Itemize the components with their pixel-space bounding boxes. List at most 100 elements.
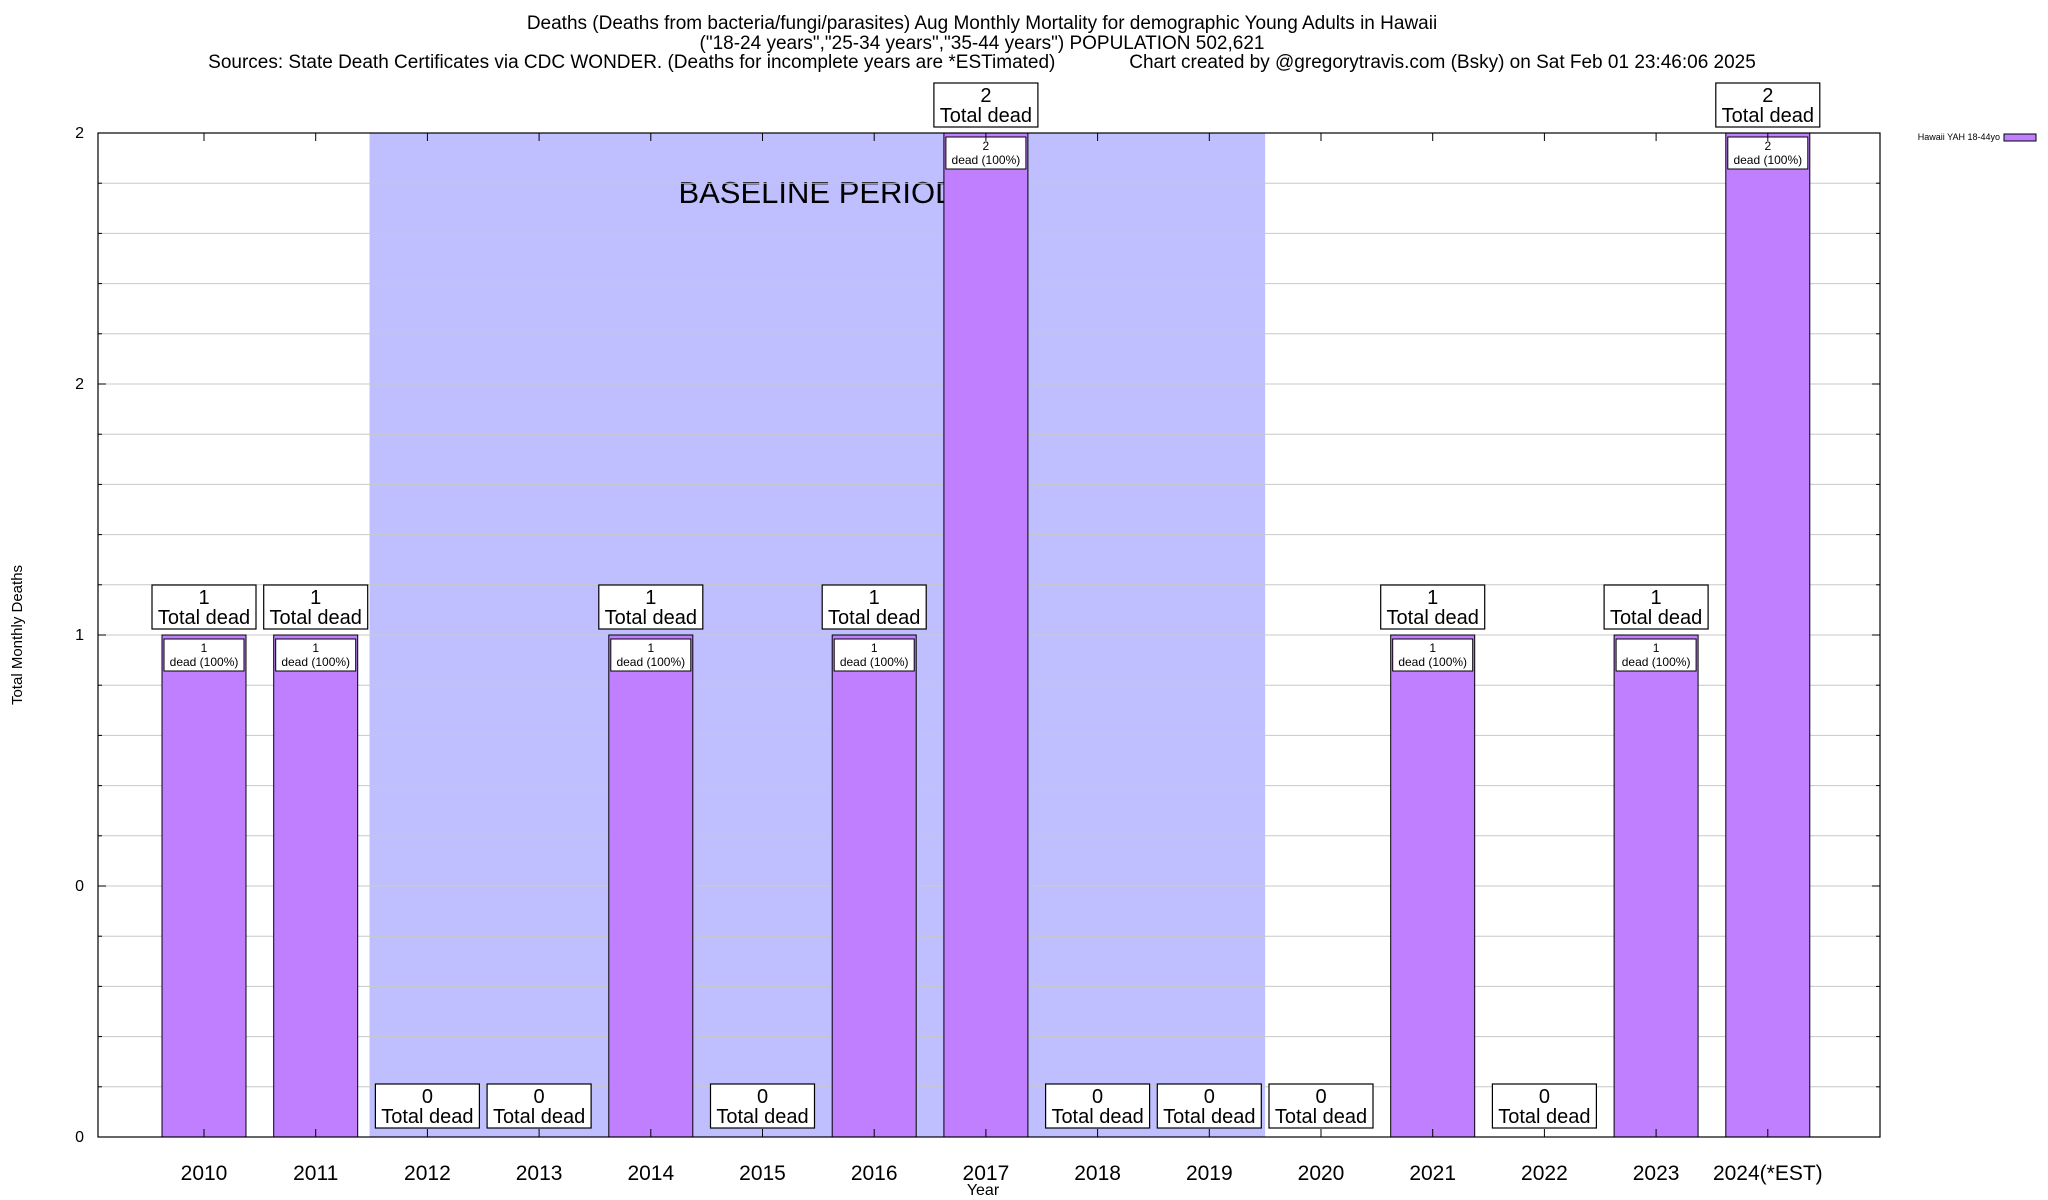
bar-inner-suffix: dead (100%) (281, 655, 350, 669)
bar (1390, 634, 1476, 1138)
bar-total-label-box (374, 1083, 480, 1129)
bar-total-label-box (1268, 1083, 1374, 1129)
bar-total-suffix: Total dead (158, 607, 250, 629)
x-tick-label: 2010 (181, 1162, 228, 1185)
x-tick-label: 2016 (851, 1162, 898, 1185)
y-tick-label: 2 (75, 376, 84, 393)
bar-inner-suffix: dead (100%) (840, 655, 909, 669)
bar (831, 634, 917, 1138)
bar-inner-label-box (833, 638, 915, 672)
bar-inner-value: 1 (647, 641, 654, 655)
x-tick-label: 2011 (293, 1162, 338, 1185)
bar-total-value: 2 (1762, 85, 1773, 107)
plot-frame (97, 132, 1881, 1138)
x-axis-label: Year (967, 1182, 1000, 1199)
bar-total-value: 2 (980, 85, 991, 107)
x-tick-label: 2018 (1074, 1162, 1121, 1185)
y-tick-label: 0 (75, 878, 84, 895)
bar-total-value: 0 (534, 1086, 545, 1108)
bar-inner-suffix: dead (100%) (616, 655, 685, 669)
bar-total-value: 0 (1315, 1086, 1326, 1108)
bar-total-label-box (821, 584, 927, 630)
legend-swatch (2003, 133, 2037, 142)
x-tick-label: 2017 (963, 1162, 1010, 1185)
bar-total-label-box (1603, 584, 1709, 630)
y-tick-label: 0 (75, 1129, 84, 1146)
bar-total-suffix: Total dead (828, 607, 920, 629)
bar-total-suffix: Total dead (940, 105, 1032, 127)
bar-total-label-box (1491, 1083, 1598, 1129)
bar-inner-value: 2 (983, 139, 990, 153)
x-tick-label: 2019 (1186, 1162, 1233, 1185)
bar-total-value: 1 (645, 587, 656, 609)
bar-total-label-box (1380, 584, 1486, 630)
bar-inner-label-box (1615, 638, 1697, 672)
bar-total-suffix: Total dead (1163, 1106, 1255, 1128)
bar-total-suffix: Total dead (716, 1106, 808, 1128)
bar-total-suffix: Total dead (1722, 105, 1814, 127)
legend-series-name: Hawaii YAH 18-44yo (1918, 132, 2000, 142)
bar-total-value: 0 (1539, 1086, 1550, 1108)
bar (943, 132, 1029, 1138)
bar-total-value: 0 (1092, 1086, 1103, 1108)
bar-total-value: 1 (198, 587, 209, 609)
bar-total-value: 1 (1651, 587, 1662, 609)
bar-total-suffix: Total dead (1275, 1106, 1367, 1128)
bar-total-label-box (598, 584, 704, 630)
bar-inner-label-box (163, 638, 245, 672)
legend: Hawaii YAH 18-44yo (1918, 132, 2037, 142)
bar-total-label-box (709, 1083, 816, 1129)
bar-total-suffix: Total dead (1610, 607, 1702, 629)
bar-total-label-box (1156, 1083, 1262, 1129)
bar (273, 634, 359, 1138)
x-tick-label: 2013 (516, 1162, 563, 1185)
bar-inner-value: 1 (201, 641, 208, 655)
bar-total-label-box (1715, 82, 1821, 128)
bar-inner-label-box (275, 638, 357, 672)
bar-inner-suffix: dead (100%) (1733, 153, 1802, 167)
x-tick-label: 2014 (627, 1162, 674, 1185)
bar-inner-label-box (610, 638, 692, 672)
x-tick-label: 2012 (404, 1162, 451, 1185)
y-tick-label: 1 (75, 627, 84, 644)
bar-total-value: 1 (310, 587, 321, 609)
y-tick-label: 2 (75, 125, 84, 142)
bar (1725, 132, 1811, 1138)
bar-total-value: 1 (1427, 587, 1438, 609)
chart-title-line-2: ("18-24 years","25-34 years","35-44 year… (699, 33, 1265, 54)
bar-inner-value: 1 (312, 641, 319, 655)
x-tick-label: 2023 (1633, 1162, 1680, 1185)
bar-inner-suffix: dead (100%) (1622, 655, 1691, 669)
bar-inner-suffix: dead (100%) (1398, 655, 1467, 669)
bar (608, 634, 694, 1138)
bar-total-label-box (151, 584, 257, 630)
bar-inner-value: 2 (1764, 139, 1771, 153)
bar-total-label-box (933, 82, 1039, 128)
baseline-period-label: BASELINE PERIOD (678, 175, 957, 210)
chart-title-line-1: Deaths (Deaths from bacteria/fungi/paras… (526, 13, 1438, 34)
x-tick-label: 2020 (1298, 1162, 1345, 1185)
bar-inner-label-box (1392, 638, 1474, 672)
bar-total-value: 0 (422, 1086, 433, 1108)
bar-total-value: 1 (869, 587, 880, 609)
bar-total-suffix: Total dead (1051, 1106, 1143, 1128)
bar-total-label-box (1044, 1083, 1151, 1129)
bar-total-label-box (486, 1083, 592, 1129)
x-tick-label: 2021 (1409, 1162, 1456, 1185)
x-tick-label: 2015 (739, 1162, 786, 1185)
bar-inner-suffix: dead (100%) (952, 153, 1021, 167)
bar-total-suffix: Total dead (270, 607, 362, 629)
bar (1613, 634, 1699, 1138)
bar-total-value: 0 (1204, 1086, 1215, 1108)
bar-inner-label-box (945, 136, 1027, 170)
bar-total-suffix: Total dead (1387, 607, 1479, 629)
bar-inner-value: 1 (1429, 641, 1436, 655)
x-tick-label: 2022 (1521, 1162, 1568, 1185)
chart-title-line-3: Sources: State Death Certificates via CD… (208, 52, 1756, 73)
bar-total-label-box (263, 584, 369, 630)
bar-total-suffix: Total dead (1498, 1106, 1590, 1128)
x-tick-label: 2024(*EST) (1713, 1162, 1823, 1185)
bar-total-suffix: Total dead (605, 607, 697, 629)
